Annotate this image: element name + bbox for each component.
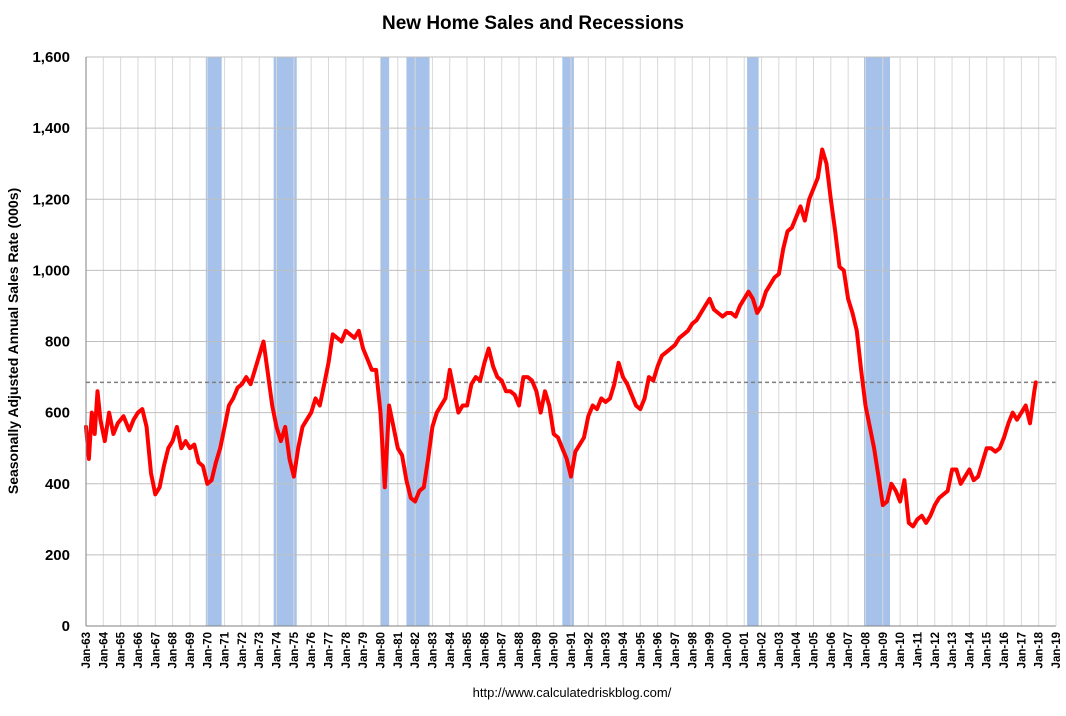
- x-tick-label: Jan-05: [809, 631, 821, 668]
- y-tick-labels: 0 200 400 600 800 1,000 1,200 1,400 1,600: [32, 49, 70, 635]
- x-tick-label: Jan-01: [739, 631, 751, 668]
- x-tick-label: Jan-04: [791, 631, 803, 668]
- x-tick-label: Jan-77: [324, 632, 336, 668]
- x-tick-label: Jan-00: [722, 632, 734, 668]
- x-tick-label: Jan-87: [497, 632, 509, 668]
- x-tick-label: Jan-69: [185, 632, 197, 668]
- y-tick-label: 1,600: [32, 49, 70, 66]
- x-tick-label: Jan-70: [202, 632, 214, 668]
- x-tick-label: Jan-97: [670, 632, 682, 668]
- x-tick-label: Jan-95: [635, 631, 647, 668]
- x-tick-label: Jan-86: [479, 632, 491, 668]
- x-tick-label: Jan-89: [531, 632, 543, 668]
- x-tick-label: Jan-09: [878, 632, 890, 668]
- y-tick-label: 600: [45, 405, 70, 422]
- y-gridlines: [86, 56, 1056, 627]
- x-tick-label: Jan-96: [653, 632, 665, 668]
- x-tick-label: Jan-73: [254, 632, 266, 668]
- source-caption: http://www.calculatedriskblog.com/: [473, 685, 672, 700]
- x-tick-label: Jan-06: [826, 632, 838, 668]
- x-tick-label: Jan-83: [427, 632, 439, 668]
- x-tick-label: Jan-78: [341, 631, 353, 668]
- x-tick-label: Jan-79: [358, 632, 370, 668]
- x-tick-label: Jan-07: [843, 632, 855, 668]
- x-tick-label: Jan-76: [306, 632, 318, 668]
- x-tick-label: Jan-98: [687, 631, 699, 668]
- chart-title: New Home Sales and Recessions: [382, 13, 684, 34]
- x-tick-label: Jan-64: [98, 631, 110, 668]
- series-line-1: [84, 147, 1038, 529]
- x-tick-label: Jan-85: [462, 631, 474, 668]
- x-tick-label: Jan-80: [376, 632, 388, 668]
- x-tick-label: Jan-15: [982, 631, 994, 668]
- x-tick-label: Jan-18: [1034, 631, 1046, 668]
- x-tick-label: Jan-11: [912, 631, 924, 667]
- x-tick-label: Jan-75: [289, 631, 301, 668]
- x-tick-label: Jan-13: [947, 632, 959, 668]
- plot-area: [84, 56, 1057, 627]
- x-tick-label: Jan-19: [1051, 632, 1063, 668]
- y-tick-label: 1,000: [32, 262, 70, 279]
- x-tick-label: Jan-10: [895, 632, 907, 668]
- x-tick-label: Jan-71: [220, 631, 232, 668]
- x-tick-label: Jan-91: [566, 631, 578, 668]
- x-tick-label: Jan-02: [757, 632, 769, 668]
- x-tick-label: Jan-93: [601, 632, 613, 668]
- x-tick-label: Jan-74: [272, 631, 284, 668]
- y-tick-label: 0: [62, 618, 70, 635]
- y-axis-label: Seasonally Adjusted Annual Sales Rate (0…: [5, 188, 21, 494]
- x-tick-labels: Jan-63 Jan-64 Jan-65 Jan-66 Jan-67 Jan-68 Jan-…: [81, 631, 1063, 668]
- x-tick-label: Jan-92: [583, 632, 595, 668]
- x-tick-label: Jan-99: [705, 632, 717, 668]
- x-tick-label: Jan-66: [133, 632, 145, 668]
- x-tick-label: Jan-94: [618, 631, 630, 668]
- x-tick-label: Jan-63: [81, 632, 93, 668]
- x-tick-label: Jan-88: [514, 631, 526, 668]
- x-tick-label: Jan-03: [774, 632, 786, 668]
- x-tick-label: Jan-12: [930, 632, 942, 668]
- x-tick-label: Jan-65: [116, 631, 128, 668]
- y-tick-label: 800: [45, 334, 70, 351]
- x-tick-label: Jan-67: [150, 632, 162, 668]
- x-tick-label: Jan-82: [410, 632, 422, 668]
- x-tick-label: Jan-90: [549, 632, 561, 668]
- y-tick-label: 1,400: [32, 120, 70, 137]
- x-tick-label: Jan-68: [168, 631, 180, 668]
- x-tick-label: Jan-17: [1016, 632, 1028, 668]
- x-tick-label: Jan-14: [964, 631, 976, 668]
- y-tick-label: 400: [45, 476, 70, 493]
- x-tick-label: Jan-72: [237, 632, 249, 668]
- series-group: [84, 147, 1038, 529]
- y-tick-label: 1,200: [32, 191, 70, 208]
- x-tick-label: Jan-81: [393, 631, 405, 668]
- x-tick-label: Jan-16: [999, 632, 1011, 668]
- x-tick-label: Jan-84: [445, 631, 457, 668]
- y-tick-label: 200: [45, 547, 70, 564]
- x-tick-label: Jan-08: [861, 631, 873, 668]
- axes: [85, 57, 1057, 627]
